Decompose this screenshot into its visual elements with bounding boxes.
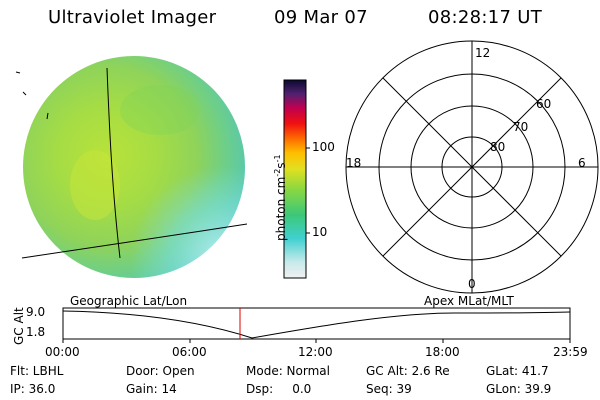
- unit-mid: s: [274, 162, 288, 169]
- uv-image-disk: [23, 56, 245, 278]
- unit-sup-1: -2: [273, 168, 282, 177]
- altitude-timeline: [62, 307, 571, 343]
- colorbar-unit-label: photon cm-2s-1: [273, 154, 288, 241]
- x-tick-1200: 12:00: [298, 345, 333, 359]
- colorbar-tick-100: 100: [312, 140, 335, 154]
- unit-base: photon cm: [274, 176, 288, 241]
- polar-mlat-mlt-grid: [345, 40, 599, 294]
- observation-date: 09 Mar 07: [274, 7, 368, 28]
- x-tick-1800: 18:00: [425, 345, 460, 359]
- glat-info: GLat: 41.7: [486, 364, 549, 378]
- unit-sup-2: -1: [273, 154, 282, 163]
- mlt-label-6: 6: [578, 156, 586, 170]
- mlat-label-60: 60: [536, 97, 552, 111]
- x-tick-0000: 00:00: [45, 345, 80, 359]
- gc-alt-axis-label: GC Alt: [12, 307, 26, 345]
- x-tick-0600: 06:00: [172, 345, 207, 359]
- instrument-title: Ultraviolet Imager: [48, 7, 217, 28]
- gc-alt-info: GC Alt: 2.6 Re: [366, 364, 450, 378]
- dsp-info: Dsp: 0.0: [246, 382, 312, 396]
- mlat-label-80: 80: [490, 140, 506, 154]
- mlt-label-0: 0: [468, 277, 476, 291]
- mlt-label-12: 12: [475, 46, 491, 60]
- door-info: Door: Open: [126, 364, 195, 378]
- seq-info: Seq: 39: [366, 382, 412, 396]
- glon-info: GLon: 39.9: [486, 382, 552, 396]
- gain-info: Gain: 14: [126, 382, 177, 396]
- geographic-label: Geographic Lat/Lon: [70, 294, 188, 308]
- apex-label: Apex MLat/MLT: [424, 294, 514, 308]
- colorbar-tick-10: 10: [312, 225, 328, 239]
- edge-marks: [15, 71, 49, 120]
- mlt-label-18: 18: [346, 156, 362, 170]
- observation-time: 08:28:17 UT: [428, 7, 543, 28]
- geographic-grid-lines: [21, 67, 248, 259]
- ip-info: IP: 36.0: [10, 382, 56, 396]
- color-bar: [283, 79, 310, 279]
- mlat-label-70: 70: [513, 120, 529, 134]
- y-max-label: 9.0: [26, 305, 46, 319]
- x-tick-2359: 23:59: [553, 345, 588, 359]
- filter-info: Flt: LBHL: [10, 364, 64, 378]
- mode-info: Mode: Normal: [246, 364, 330, 378]
- y-min-label: 1.8: [26, 325, 46, 339]
